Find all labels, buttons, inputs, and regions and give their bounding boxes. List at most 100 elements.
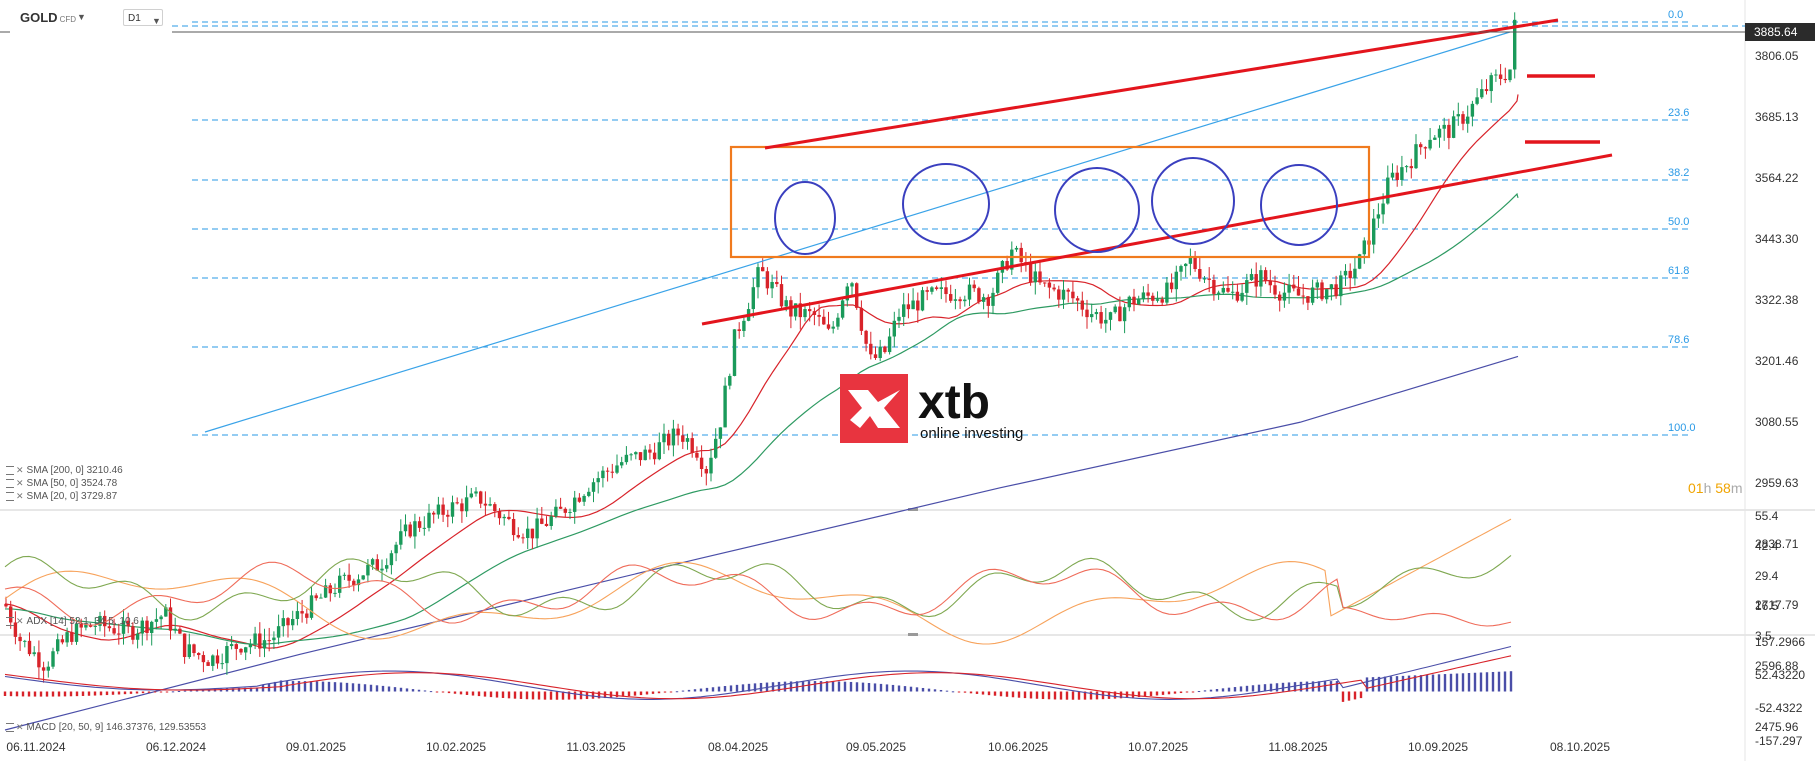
candle-body (1404, 166, 1409, 168)
circle-annotation[interactable] (902, 163, 990, 245)
settings-lines-icon[interactable] (6, 465, 14, 475)
remove-icon[interactable]: ✕ (16, 465, 24, 475)
candle-body (23, 640, 27, 642)
timeframe-select[interactable]: D1 ▼ (123, 9, 163, 26)
symbol-dropdown-icon[interactable]: ▼ (77, 12, 86, 22)
remove-icon[interactable]: ✕ (16, 722, 24, 732)
candle-body (911, 300, 915, 310)
macd-histogram-bar (39, 691, 43, 697)
macd-histogram-bar (69, 691, 73, 697)
macd-tick: 157.2966 (1755, 635, 1805, 649)
macd-histogram-bar (831, 681, 835, 692)
date-tick: 11.03.2025 (566, 740, 625, 754)
candle-body (93, 625, 97, 627)
trendline[interactable] (204, 31, 1511, 433)
macd-histogram-bar (1035, 691, 1039, 699)
sep-handle-2[interactable] (908, 633, 918, 636)
macd-histogram-bar (1047, 691, 1051, 700)
candle-body (446, 514, 450, 517)
annotations (204, 18, 1613, 433)
candle-body (850, 283, 854, 287)
circle-annotation[interactable] (1151, 157, 1235, 245)
candle-body (9, 606, 13, 623)
macd-histogram-bar (1173, 691, 1177, 694)
macd-histogram-bar (1065, 691, 1069, 700)
candle-body (1005, 261, 1009, 270)
timeframe-dropdown-icon[interactable]: ▼ (152, 16, 161, 26)
candle-body (925, 290, 929, 292)
macd-histogram-bar (135, 691, 139, 694)
candle-body (648, 449, 652, 453)
candle-body (107, 626, 112, 629)
candle-body (286, 618, 290, 626)
settings-lines-icon[interactable] (6, 491, 14, 501)
candle-body (474, 491, 478, 494)
candle-body (422, 527, 426, 529)
candle-body (60, 639, 65, 643)
remove-icon[interactable]: ✕ (16, 616, 24, 626)
macd-histogram-bar (669, 691, 673, 693)
settings-lines-icon[interactable] (6, 478, 14, 488)
macd-histogram-bar (525, 691, 529, 700)
candle-body (300, 611, 304, 614)
candle-body (902, 304, 906, 317)
macd-histogram-bar (477, 691, 481, 697)
macd-histogram-bar (1023, 691, 1027, 699)
macd-histogram-bar (1431, 674, 1435, 692)
macd-histogram-bar (45, 691, 49, 697)
macd-histogram-bar (1485, 672, 1489, 692)
macd-histogram-bar (927, 688, 931, 692)
macd-histogram-bar (843, 681, 847, 692)
range-box[interactable] (729, 145, 1371, 259)
candle-body (65, 632, 69, 643)
macd-histogram-bar (1329, 681, 1333, 692)
candle-body (497, 511, 502, 519)
macd-histogram-bar (861, 682, 865, 692)
circle-annotation[interactable] (774, 181, 836, 255)
candle-body (314, 595, 318, 599)
macd-histogram-bar (171, 691, 175, 693)
macd-histogram-bar (177, 690, 181, 692)
candle-body (408, 524, 412, 537)
settings-lines-icon[interactable] (6, 722, 14, 732)
candle-body (544, 523, 549, 526)
macd-histogram-bar (651, 691, 655, 694)
macd-histogram-bar (819, 681, 823, 692)
settings-lines-icon[interactable] (6, 616, 14, 626)
candle-body (1198, 269, 1202, 279)
candle-body (934, 287, 939, 289)
date-tick: 06.12.2024 (146, 740, 206, 754)
candle-body (493, 504, 497, 512)
date-tick: 06.11.2024 (6, 740, 65, 754)
macd-histogram-bar (543, 691, 547, 700)
macd-histogram-bar (1461, 673, 1465, 692)
macd-histogram-bar (933, 689, 937, 692)
macd-histogram-bar (1479, 672, 1483, 692)
macd-histogram-bar (753, 683, 757, 692)
candle-body (977, 288, 981, 302)
channel-upper-line[interactable] (764, 18, 1559, 150)
candle-body (732, 329, 737, 376)
macd-histogram-bar (1251, 685, 1255, 692)
channel-lower-line[interactable] (701, 153, 1613, 326)
remove-icon[interactable]: ✕ (16, 478, 24, 488)
circle-annotation[interactable] (1260, 164, 1338, 246)
macd-histogram-bar (1359, 691, 1363, 699)
macd-histogram-bar (1029, 691, 1033, 699)
macd-histogram-bar (1503, 671, 1507, 692)
sep-handle-1[interactable] (908, 508, 918, 511)
candle-body (1259, 270, 1263, 287)
remove-icon[interactable]: ✕ (16, 491, 24, 501)
adx-tick: 55.4 (1755, 509, 1779, 523)
price-tick: 2596.88 (1755, 659, 1799, 673)
symbol-label[interactable]: GOLD CFD (20, 10, 76, 25)
circle-annotation[interactable] (1054, 167, 1140, 253)
macd-histogram-bar (693, 689, 697, 692)
candle-body (13, 622, 18, 637)
candle-body (338, 575, 342, 593)
macd-histogram-bar (1083, 691, 1087, 700)
macd-histogram-bar (501, 691, 505, 698)
candle-body (479, 491, 483, 504)
candle-body (98, 615, 102, 626)
